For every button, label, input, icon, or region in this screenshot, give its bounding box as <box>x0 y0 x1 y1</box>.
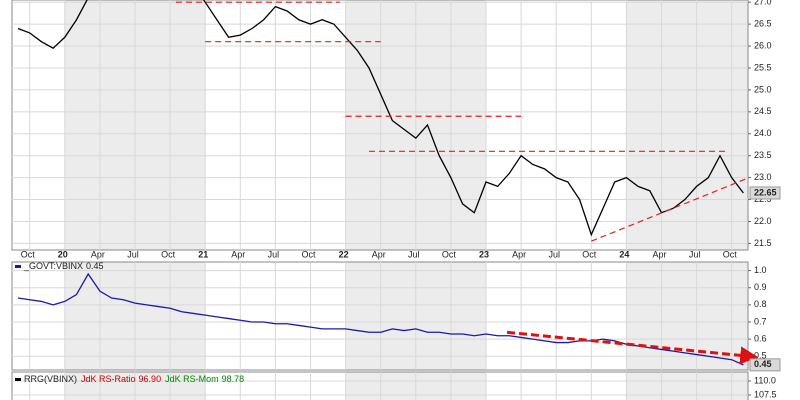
x-tick-label: Apr <box>372 249 386 259</box>
x-tick-label: 20 <box>58 249 68 259</box>
legend-title: _GOVT:VBINX 0.45 <box>23 261 104 271</box>
legend-name: _GOVT:VBINX <box>23 261 83 271</box>
y-tick-label: 0.8 <box>754 299 767 309</box>
x-tick-label: Oct <box>301 249 316 259</box>
x-tick-label: 22 <box>339 249 349 259</box>
x-tick-label: 23 <box>479 249 489 259</box>
y-tick-label: 22.0 <box>754 216 772 226</box>
x-tick-label: Oct <box>723 249 738 259</box>
y-tick-label: 0.6 <box>754 334 767 344</box>
x-tick-label: Jul <box>408 249 420 259</box>
x-tick-label: Apr <box>512 249 526 259</box>
x-tick-label: Apr <box>652 249 666 259</box>
y-tick-label: 0.7 <box>754 316 767 326</box>
x-tick-label: Oct <box>161 249 176 259</box>
legend-entry: JdK RS-Mom <box>165 374 219 384</box>
y-tick-label: 26.0 <box>754 40 772 50</box>
y-tick-label: 0.5 <box>754 351 767 361</box>
x-tick-label: Apr <box>231 249 245 259</box>
y-tick-label: 21.5 <box>754 238 772 248</box>
legend-value: 0.45 <box>86 261 104 271</box>
y-tick-label: 110.0 <box>754 375 776 385</box>
y-tick-label: 107.5 <box>754 389 777 399</box>
y-tick-label: 25.5 <box>754 62 772 72</box>
x-tick-label: Jul <box>689 249 701 259</box>
year-band <box>626 0 748 250</box>
year-band <box>626 262 748 370</box>
y-tick-label: 1.0 <box>754 265 767 275</box>
y-tick-label: 27.0 <box>754 0 772 7</box>
legend-entry: RRG(VBINX) <box>24 374 77 384</box>
legend-entry: 98.78 <box>222 374 245 384</box>
x-tick-label: Apr <box>91 249 105 259</box>
legend-title: RRG(VBINX) JdK RS-Ratio 96.90 JdK RS-Mom 98.… <box>24 374 244 384</box>
price-line <box>17 0 744 237</box>
y-tick-label: 24.5 <box>754 106 772 116</box>
price-panel-frame <box>11 0 749 251</box>
x-tick-label: Oct <box>582 249 597 259</box>
legend-swatch <box>15 378 21 381</box>
x-tick-label: Oct <box>21 249 36 259</box>
y-tick-label: 23.0 <box>754 172 772 182</box>
legend-swatch <box>15 265 21 268</box>
x-tick-label: 24 <box>619 249 629 259</box>
x-tick-label: Jul <box>127 249 139 259</box>
y-tick-label: 25.0 <box>754 84 772 94</box>
x-tick-label: Oct <box>442 249 457 259</box>
y-tick-label: 23.5 <box>754 150 772 160</box>
current-value-label: 0.45 <box>754 359 772 369</box>
x-tick-label: Jul <box>548 249 560 259</box>
x-tick-label: 21 <box>198 249 208 259</box>
y-tick-label: 0.9 <box>754 282 767 292</box>
year-band <box>626 372 748 400</box>
trend-arrow <box>506 330 759 365</box>
legend-entry: JdK RS-Ratio <box>81 374 136 384</box>
current-value-box <box>749 186 781 200</box>
plot-layer: 21.522.022.523.023.524.024.525.025.526.0… <box>12 0 781 400</box>
current-value-box <box>749 358 781 372</box>
current-value-label: 22.65 <box>754 187 777 197</box>
rrg-panel-frame <box>11 371 749 400</box>
trend-line <box>591 177 750 242</box>
legend-entry: 96.90 <box>139 374 162 384</box>
ratio-panel-frame <box>11 261 749 371</box>
x-tick-label: Jul <box>268 249 280 259</box>
y-tick-label: 24.0 <box>754 128 772 138</box>
y-tick-label: 26.5 <box>754 18 772 28</box>
